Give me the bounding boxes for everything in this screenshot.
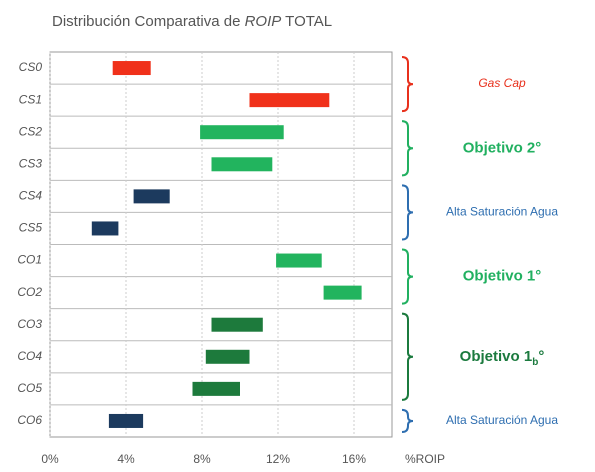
y-tick-label: CO3	[17, 317, 42, 331]
brace	[401, 312, 414, 401]
y-tick-label: CO1	[17, 253, 42, 267]
group-label-text: Objetivo 1°	[463, 268, 542, 285]
bar	[205, 349, 250, 364]
bar	[200, 125, 284, 140]
y-tick-label: CO4	[17, 349, 42, 363]
title-part: Distribución Comparativa de	[52, 13, 245, 30]
y-tick-label: CS3	[19, 156, 43, 170]
group-label: Objetivo 1b°	[460, 348, 545, 368]
bar	[323, 285, 362, 300]
brace	[401, 408, 414, 433]
group-label-text: Gas Cap	[478, 76, 526, 90]
group-label: Gas Cap	[478, 76, 526, 90]
group-label: Objetivo 2°	[463, 139, 542, 156]
group-label-subscript: b	[532, 356, 538, 367]
y-tick-label: CS5	[19, 221, 43, 235]
bar	[192, 381, 240, 396]
y-tick-label: CO2	[17, 285, 42, 299]
y-tick-label: CO5	[17, 381, 42, 395]
group-label: Alta Saturación Agua	[446, 205, 558, 219]
brace	[401, 56, 414, 113]
title-part: TOTAL	[281, 13, 332, 30]
chart-title: Distribución Comparativa de ROIP TOTAL	[52, 13, 332, 30]
x-tick-label: 4%	[117, 452, 135, 466]
group-label-text: Alta Saturación Agua	[446, 413, 558, 427]
y-tick-label: CS0	[19, 60, 43, 74]
group-label-text: Objetivo 1	[460, 348, 533, 365]
bar	[249, 93, 330, 108]
y-tick-label: CS2	[19, 124, 43, 138]
y-tick-label: CO6	[17, 413, 42, 427]
x-tick-label: 16%	[342, 452, 366, 466]
x-tick-label: 0%	[41, 452, 59, 466]
bar	[276, 253, 322, 268]
group-label-text: Alta Saturación Agua	[446, 205, 558, 219]
x-tick-label: 8%	[193, 452, 211, 466]
x-axis-label: %ROIP	[405, 452, 445, 466]
group-label-text: Objetivo 2°	[463, 139, 542, 156]
x-tick-label: 12%	[266, 452, 290, 466]
y-tick-label: CS1	[19, 92, 42, 106]
bar	[211, 157, 273, 172]
brace	[401, 248, 414, 305]
bar	[133, 189, 170, 204]
y-tick-label: CS4	[19, 189, 43, 203]
brace	[401, 184, 414, 241]
bar	[211, 317, 263, 332]
title-part: ROIP	[245, 13, 282, 30]
bar	[112, 61, 151, 76]
bar	[108, 413, 144, 428]
brace	[401, 120, 414, 177]
group-label: Objetivo 1°	[463, 268, 542, 285]
group-label: Alta Saturación Agua	[446, 413, 558, 427]
group-label-suffix: °	[538, 348, 544, 365]
bar	[91, 221, 119, 236]
